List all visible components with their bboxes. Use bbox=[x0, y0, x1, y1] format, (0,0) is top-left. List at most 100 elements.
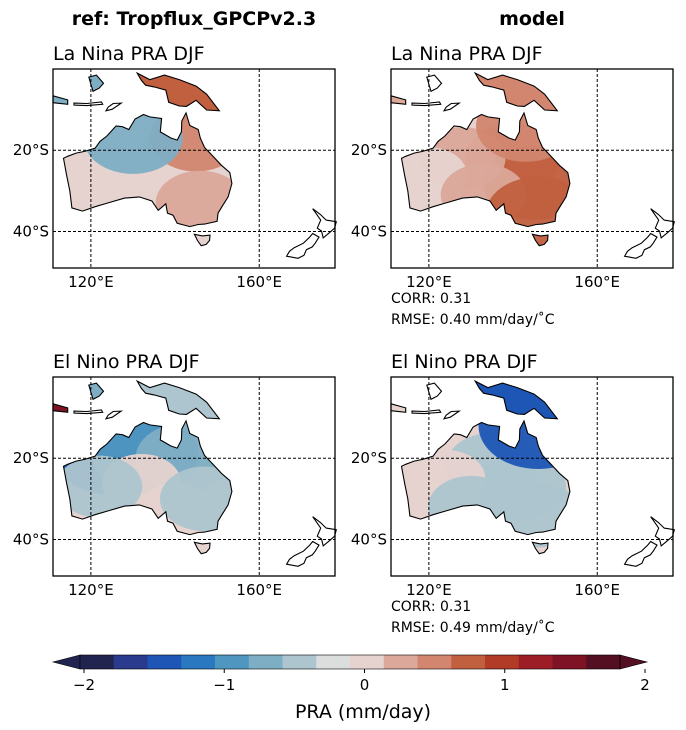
x-tick-label: 160°E bbox=[236, 273, 282, 291]
map-panel: El Nino PRA DJF 120°E 160°E 20°S 40°S bbox=[13, 351, 337, 599]
coastline bbox=[623, 232, 658, 259]
island-patch bbox=[53, 403, 68, 413]
coastline bbox=[411, 101, 442, 107]
colorbar-swatch bbox=[586, 655, 621, 669]
coastline bbox=[135, 379, 221, 420]
coastline bbox=[104, 410, 124, 420]
coastline bbox=[623, 540, 658, 567]
coastline bbox=[442, 102, 462, 112]
y-tick-label: 40°S bbox=[351, 530, 387, 548]
colorbar-swatch bbox=[282, 655, 317, 669]
coastline bbox=[531, 233, 549, 247]
y-tick-label: 20°S bbox=[351, 449, 387, 467]
colorbar-swatch bbox=[248, 655, 283, 669]
anomaly-region bbox=[485, 176, 570, 246]
colorbar-swatch bbox=[147, 655, 182, 669]
colorbar-frame bbox=[79, 654, 621, 670]
map-frame bbox=[52, 376, 336, 577]
colorbar-swatch bbox=[485, 655, 520, 669]
colorbar-tick-label: 2 bbox=[640, 676, 650, 694]
anomaly-region bbox=[159, 466, 232, 532]
colorbar-swatch bbox=[552, 655, 587, 669]
coastline bbox=[73, 101, 104, 107]
coastline bbox=[104, 102, 124, 112]
map-panel: La Nina PRA DJF 120°E 160°E 20°S 40°S bbox=[13, 43, 337, 291]
coastline bbox=[411, 409, 442, 415]
island-patch bbox=[475, 73, 558, 111]
colorbar-swatch bbox=[417, 655, 452, 669]
coastline bbox=[193, 541, 211, 555]
x-tick-label: 160°E bbox=[574, 581, 620, 599]
map-frame bbox=[390, 68, 674, 269]
island-patch bbox=[137, 381, 220, 419]
panel-title: El Nino PRA DJF bbox=[391, 351, 538, 373]
island-patch bbox=[137, 73, 220, 111]
stat-line: CORR: 0.31 bbox=[391, 599, 471, 615]
stat-line: CORR: 0.31 bbox=[391, 291, 471, 307]
y-tick-label: 20°S bbox=[13, 449, 49, 467]
colorbar-tick-label: 1 bbox=[500, 676, 510, 694]
colorbar-swatch bbox=[451, 655, 486, 669]
coastline bbox=[473, 379, 559, 420]
colorbar-swatch bbox=[350, 655, 385, 669]
colorbar-extend-high bbox=[619, 654, 649, 670]
x-tick-label: 160°E bbox=[574, 273, 620, 291]
colorbar-swatch bbox=[383, 655, 418, 669]
map-frame bbox=[52, 68, 336, 269]
y-tick-label: 20°S bbox=[13, 141, 49, 159]
x-tick-label: 120°E bbox=[68, 273, 114, 291]
colorbar-swatch bbox=[518, 655, 553, 669]
coastline bbox=[73, 409, 104, 415]
coastline bbox=[135, 71, 221, 112]
island-patch bbox=[475, 381, 558, 419]
coastline bbox=[442, 410, 462, 420]
map-frame bbox=[390, 376, 674, 577]
coastline bbox=[426, 382, 443, 401]
coastline bbox=[400, 111, 571, 228]
colorbar-swatch bbox=[215, 655, 250, 669]
coastline bbox=[62, 419, 233, 536]
panel-title: La Nina PRA DJF bbox=[391, 43, 543, 65]
x-tick-label: 120°E bbox=[68, 581, 114, 599]
anomaly-region bbox=[83, 112, 183, 174]
island-patch bbox=[391, 403, 406, 413]
y-tick-label: 40°S bbox=[13, 530, 49, 548]
colorbar-swatch bbox=[113, 655, 148, 669]
x-tick-label: 120°E bbox=[406, 273, 452, 291]
coastline bbox=[426, 74, 443, 93]
coastline bbox=[88, 74, 105, 93]
stat-line: RMSE: 0.49 mm/day/˚C bbox=[391, 619, 555, 636]
column-title-ref: ref: Tropflux_GPCPv2.3 bbox=[72, 8, 316, 30]
coastline bbox=[400, 419, 571, 536]
column-title-model: model bbox=[499, 8, 565, 30]
x-tick-label: 120°E bbox=[406, 581, 452, 599]
coastline bbox=[312, 208, 337, 239]
colorbar-swatch bbox=[181, 655, 216, 669]
panel-title: La Nina PRA DJF bbox=[53, 43, 205, 65]
anomaly-region bbox=[63, 455, 143, 518]
colorbar-tick-label: 0 bbox=[360, 676, 370, 694]
colorbar-swatch bbox=[80, 655, 115, 669]
colorbar: −2 −1 0 1 2 PRA (mm/day) bbox=[51, 654, 650, 723]
island-patch bbox=[53, 95, 68, 105]
colorbar-tick-label: −2 bbox=[73, 676, 95, 694]
y-tick-label: 20°S bbox=[351, 141, 387, 159]
y-tick-label: 40°S bbox=[351, 222, 387, 240]
coastline bbox=[650, 208, 675, 239]
coastline bbox=[193, 233, 211, 247]
coastline bbox=[62, 111, 233, 228]
coastline bbox=[531, 541, 549, 555]
coastline bbox=[312, 516, 337, 547]
colorbar-extend-low bbox=[51, 654, 81, 670]
map-panel: La Nina PRA DJF 120°E 160°E 20°S 40°S CORR: 0… bbox=[351, 43, 675, 328]
coastline bbox=[285, 232, 320, 259]
colorbar-tick-label: −1 bbox=[213, 676, 235, 694]
stat-line: RMSE: 0.40 mm/day/˚C bbox=[391, 311, 555, 328]
coastline bbox=[650, 516, 675, 547]
coastline bbox=[473, 71, 559, 112]
coastline bbox=[285, 540, 320, 567]
map-panel: El Nino PRA DJF 120°E 160°E 20°S 40°S CORR: 0… bbox=[351, 351, 675, 636]
x-tick-label: 160°E bbox=[236, 581, 282, 599]
panel-title: El Nino PRA DJF bbox=[53, 351, 200, 373]
